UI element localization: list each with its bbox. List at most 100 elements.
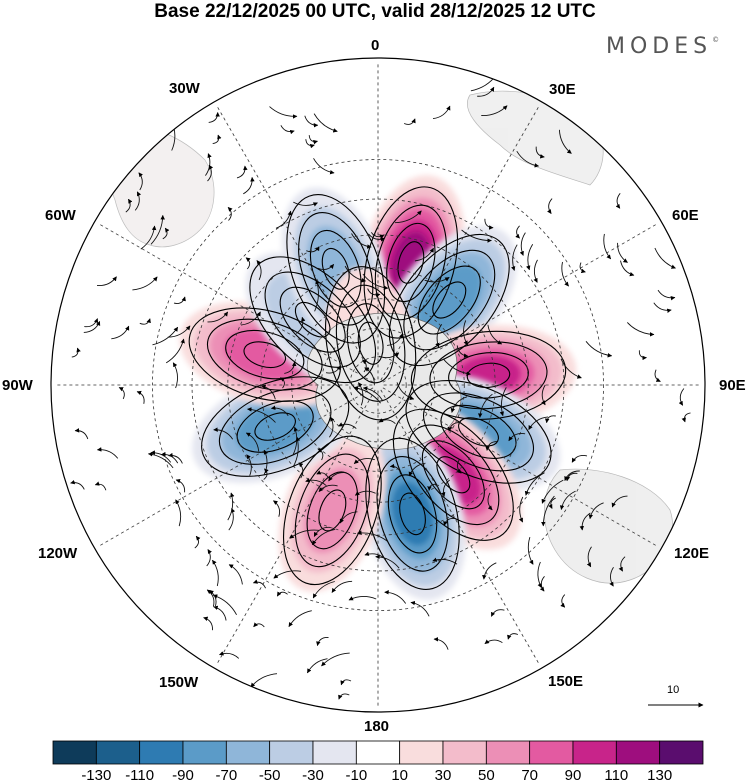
wind-arrow — [611, 495, 628, 508]
lon-label-90e: 90E — [719, 377, 746, 394]
wind-arrow — [389, 463, 402, 475]
colorbar-cell — [52, 740, 97, 765]
wind-arrow — [357, 530, 388, 542]
lon-label-90w: 90W — [2, 377, 33, 394]
wind-arrow — [615, 193, 621, 209]
wind-arrow — [387, 333, 404, 346]
latitude-circle — [152, 159, 604, 611]
wind-arrow — [435, 324, 443, 348]
wind-arrow — [84, 318, 99, 328]
wind-arrow — [329, 416, 335, 438]
wind-arrow — [378, 418, 396, 424]
wind-arrow — [654, 369, 661, 382]
wind-arrow — [96, 447, 119, 459]
wind-arrow — [208, 590, 217, 607]
wind-arrow — [316, 637, 329, 647]
wind-arrow — [384, 590, 407, 604]
lon-label-150e: 150E — [548, 673, 584, 690]
wind-arrow — [485, 441, 498, 451]
wind-arrow — [207, 311, 229, 323]
wind-arrow — [253, 622, 265, 628]
wind-arrow — [579, 262, 586, 274]
wind-arrow — [134, 191, 142, 211]
wind-arrow — [396, 382, 415, 400]
wind-arrow — [638, 350, 647, 361]
wind-arrow — [318, 484, 338, 492]
contour-wave-pos-1 — [363, 186, 459, 339]
wind-arrow — [560, 594, 566, 608]
wind-arrow — [353, 457, 375, 464]
colorbar-cell — [485, 740, 531, 765]
wind-arrow — [378, 352, 400, 359]
wind-arrow — [433, 637, 449, 650]
wind-arrow — [410, 600, 430, 617]
wind-arrow — [654, 247, 676, 269]
colorbar-cell — [225, 740, 271, 765]
lon-label-30e: 30E — [549, 81, 576, 98]
colorbar-tick-label: 110 — [604, 767, 629, 784]
colorbar-cell — [269, 740, 314, 765]
colorbar-tick-label: -70 — [215, 767, 238, 784]
meridian-line — [98, 223, 374, 383]
meridian-line — [98, 387, 374, 547]
wind-arrow — [362, 273, 389, 290]
meridian-line — [216, 389, 376, 665]
wind-arrow — [71, 347, 81, 358]
wind-arrow — [162, 227, 170, 240]
brand-text: MODES — [606, 34, 713, 59]
wind-arrow — [261, 384, 276, 400]
wind-arrow — [487, 324, 503, 345]
wind-arrow — [307, 658, 328, 674]
contour-wave-neg-6 — [286, 194, 386, 344]
wind-arrow — [617, 242, 628, 263]
wind-arrow — [620, 260, 635, 277]
wind-arrow — [316, 470, 329, 479]
wind-arrow — [565, 472, 578, 482]
wind-arrow — [74, 428, 89, 440]
colorbar-cell — [659, 740, 704, 765]
meridian-line — [382, 223, 658, 383]
wind-arrow — [362, 386, 384, 402]
wind-arrow — [212, 559, 219, 587]
wind-arrow — [212, 594, 237, 616]
wind-arrow — [516, 150, 540, 168]
wind-arrow — [618, 556, 626, 572]
wind-arrow — [305, 478, 327, 487]
wind-arrow — [526, 243, 534, 271]
wind-arrow — [308, 135, 318, 145]
wind-arrow — [626, 322, 655, 337]
wind-arrow — [450, 396, 468, 413]
wind-arrow — [561, 261, 569, 287]
lon-label-60e: 60E — [672, 207, 699, 224]
wind-arrow — [603, 233, 612, 260]
wind-arrow — [370, 232, 385, 239]
colorbar-cell — [615, 740, 661, 765]
wind-arrow — [150, 214, 165, 245]
wind-arrow — [269, 106, 298, 119]
wind-arrow — [219, 651, 240, 659]
wind-arrow — [139, 318, 151, 325]
wind-arrow — [375, 554, 400, 569]
wind-arrow — [533, 259, 538, 283]
wind-arrow — [270, 405, 289, 417]
wind-arrow — [317, 264, 335, 270]
wind-arrow — [408, 462, 426, 477]
wind-arrow — [484, 218, 494, 230]
wind-arrow — [312, 528, 336, 546]
wind-arrow — [461, 229, 492, 243]
wind-arrow — [317, 448, 324, 461]
colorbar — [52, 740, 704, 765]
wind-arrow — [432, 557, 458, 565]
wind-arrow — [256, 260, 262, 281]
wind-arrow — [245, 257, 251, 270]
wind-arrow — [564, 470, 580, 482]
wind-arrow — [588, 502, 604, 520]
wind-arrow — [508, 433, 526, 442]
colorbar-tick-label: 50 — [477, 767, 495, 784]
wind-arrow — [138, 172, 144, 191]
wind-arrow — [403, 118, 416, 125]
colorbar-tick-label: -50 — [258, 767, 281, 784]
contour-wave-pos-2 — [410, 330, 567, 420]
colorbar-cell — [399, 740, 444, 765]
wind-arrow — [313, 526, 331, 537]
